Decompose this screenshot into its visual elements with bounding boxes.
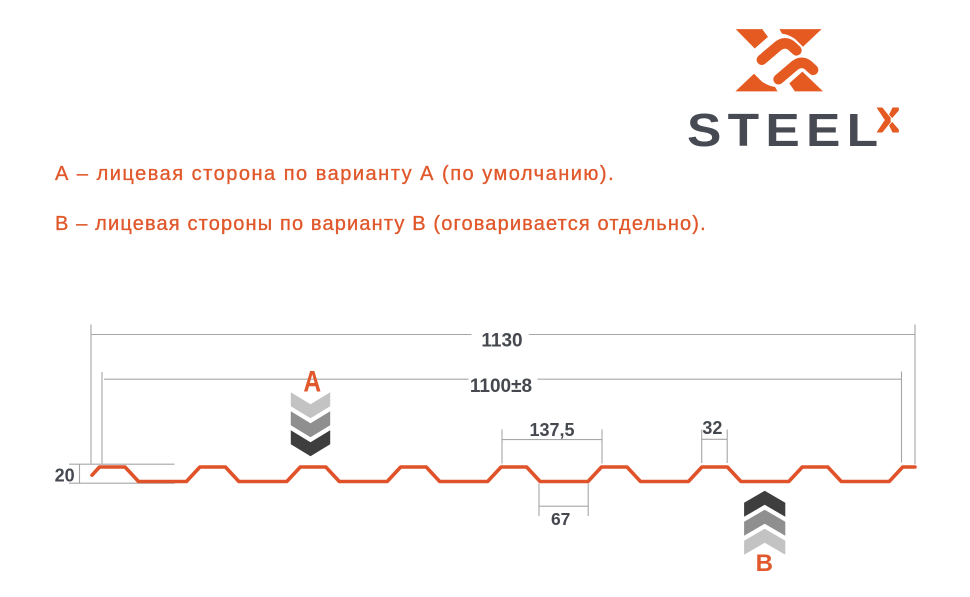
svg-text:1130: 1130: [481, 330, 522, 351]
svg-text:20: 20: [55, 466, 75, 486]
svg-text:А: А: [303, 364, 321, 398]
svg-text:В: В: [756, 550, 773, 577]
svg-text:32: 32: [702, 418, 722, 438]
svg-text:1100±8: 1100±8: [470, 376, 532, 397]
svg-text:67: 67: [551, 509, 570, 529]
svg-text:137,5: 137,5: [529, 420, 574, 440]
